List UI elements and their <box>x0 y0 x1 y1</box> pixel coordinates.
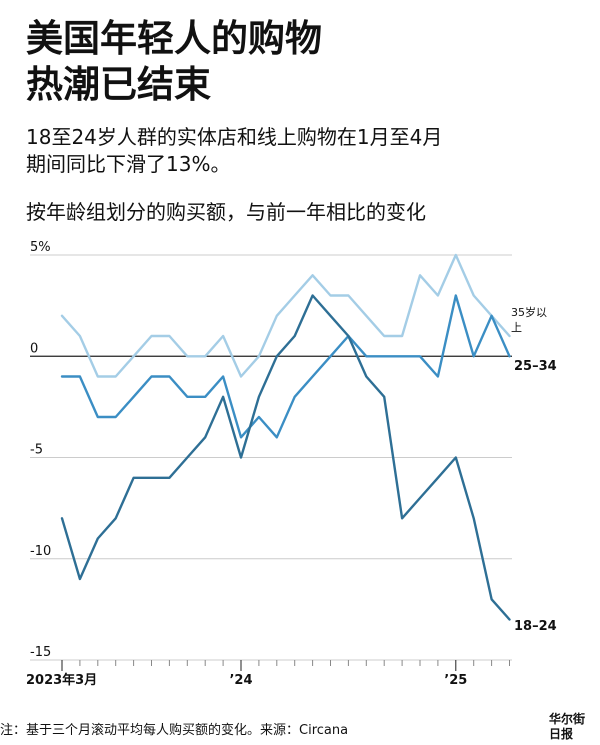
y-tick-label: -10 <box>30 544 51 559</box>
y-tick-label: 5% <box>30 240 51 255</box>
subtitle: 18至24岁人群的实体店和线上购物在1月至4月 期间同比下滑了13%。 <box>26 124 586 178</box>
series-line <box>60 294 511 439</box>
x-tick-label: ’24 <box>229 673 252 688</box>
chart-heading: 按年龄组划分的购买额，与前一年相比的变化 <box>26 200 426 224</box>
logo-line-1: 华尔街 <box>549 712 586 726</box>
series-line <box>60 253 511 378</box>
logo-line-2: 日报 <box>549 727 574 741</box>
y-tick-label: -15 <box>30 645 51 660</box>
series-line <box>60 294 511 621</box>
y-tick-label: 0 <box>30 341 38 356</box>
series-label: 上 <box>511 321 522 334</box>
subtitle-line-2: 期间同比下滑了13%。 <box>26 152 231 176</box>
title-line-1: 美国年轻人的购物 <box>26 17 322 60</box>
page-title: 美国年轻人的购物 热潮已结束 <box>26 16 586 108</box>
y-tick-label: -5 <box>30 443 43 458</box>
x-tick-label: ’25 <box>444 673 467 688</box>
series-label: 18–24 <box>514 619 557 634</box>
publisher-logo: 华尔街 日报 <box>549 712 589 742</box>
title-line-2: 热潮已结束 <box>26 63 211 106</box>
series-label: 25–34 <box>514 359 557 374</box>
series-label: 35岁以 <box>511 305 547 319</box>
subtitle-line-1: 18至24岁人群的实体店和线上购物在1月至4月 <box>26 125 443 149</box>
source-note: 注：基于三个月滚动平均每人购买额的变化。来源：Circana <box>0 723 349 738</box>
x-tick-label: 2023年3月 <box>26 672 97 688</box>
